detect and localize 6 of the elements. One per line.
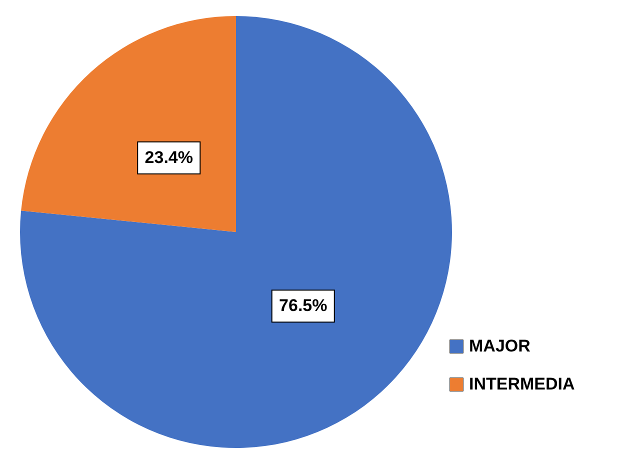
data-label: 76.5%: [279, 296, 328, 316]
pie-slice: [21, 16, 236, 232]
legend-label: MAJOR: [469, 336, 530, 356]
data-label: 23.4%: [144, 148, 193, 167]
pie-slice: [20, 16, 452, 448]
legend-label: INTERMEDIA: [469, 374, 575, 394]
